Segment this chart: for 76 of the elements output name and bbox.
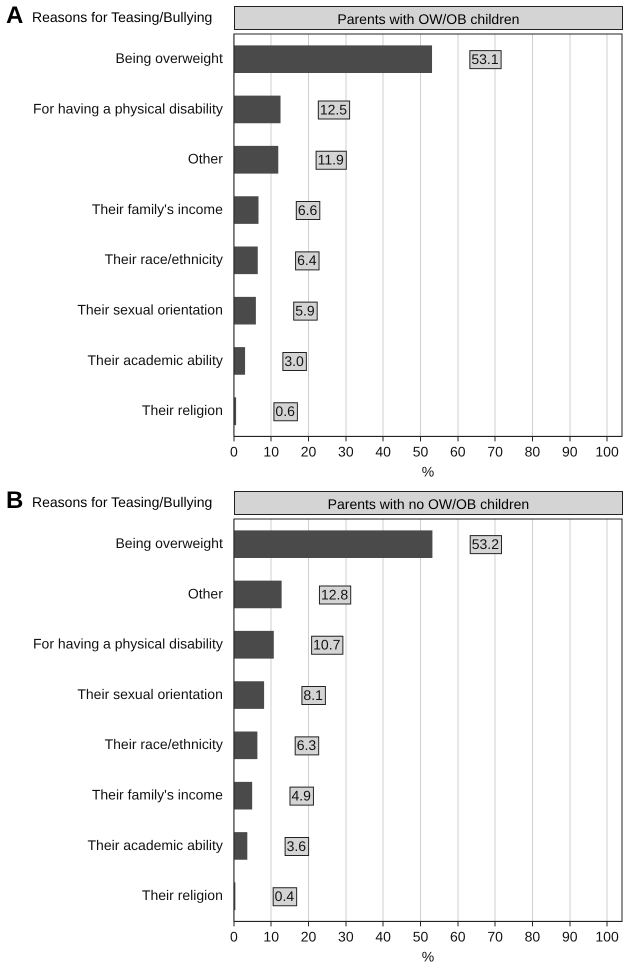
- x-tick-label: 20: [300, 928, 317, 945]
- data-label: 11.9: [318, 152, 344, 168]
- bar: [234, 96, 281, 124]
- data-label: 4.9: [291, 788, 312, 804]
- x-tick-label: 30: [338, 928, 354, 945]
- data-label: 12.5: [320, 101, 348, 118]
- x-tick-label: 70: [487, 928, 504, 945]
- y-tick-label: Their sexual orientation: [77, 302, 223, 318]
- bar: [234, 196, 258, 224]
- x-tick-label: 40: [375, 928, 392, 945]
- data-label: 5.9: [295, 302, 315, 319]
- data-label: 12.8: [320, 586, 348, 602]
- x-tick-label: 50: [412, 444, 428, 460]
- y-tick-label: For having a physical disability: [32, 636, 223, 652]
- x-tick-label: 10: [263, 444, 280, 460]
- bar: [234, 45, 432, 73]
- x-tick-label: 100: [595, 444, 619, 460]
- data-label: 53.1: [471, 51, 499, 68]
- bar: [234, 630, 274, 659]
- y-tick-label: Other: [188, 585, 224, 602]
- y-tick-label: Their academic ability: [87, 836, 223, 853]
- x-tick-label: 0: [230, 928, 238, 945]
- bar: [234, 782, 252, 810]
- x-tick-label: 0: [230, 444, 238, 460]
- chart-subtitle: Parents with no OW/OB children: [234, 491, 623, 515]
- y-tick-label: Their race/ethnicity: [104, 251, 223, 268]
- x-tick-label: 90: [562, 928, 578, 945]
- data-label: 10.7: [313, 636, 341, 653]
- data-label: 6.4: [297, 252, 317, 268]
- data-label: 0.6: [275, 403, 296, 420]
- data-label: 3.6: [286, 838, 306, 854]
- x-tick-label: 40: [375, 444, 392, 460]
- bar: [234, 347, 246, 375]
- y-tick-label: Their sexual orientation: [77, 686, 223, 702]
- data-label: 8.1: [303, 686, 324, 703]
- x-axis-title: %: [422, 948, 434, 964]
- data-label: 6.3: [296, 737, 316, 754]
- x-tick-label: 90: [562, 444, 578, 460]
- x-tick-label: 70: [487, 444, 504, 460]
- data-label: 3.0: [284, 352, 304, 369]
- bar: [234, 530, 432, 558]
- bar: [234, 732, 258, 760]
- y-axis-title: Reasons for Teasing/Bullying: [32, 9, 212, 25]
- x-tick-label: 100: [595, 928, 619, 945]
- text: A: [6, 2, 24, 30]
- x-tick-label: 80: [524, 928, 540, 945]
- y-axis-title: Reasons for Teasing/Bullying: [32, 494, 212, 510]
- bar: [234, 146, 278, 174]
- y-tick-label: Being overweight: [115, 50, 223, 66]
- bar: [234, 580, 282, 608]
- x-axis-title: %: [422, 463, 434, 480]
- text: B: [6, 487, 24, 515]
- x-tick-label: 30: [338, 444, 354, 460]
- y-tick-label: Their race/ethnicity: [104, 736, 223, 752]
- x-tick-label: 20: [300, 444, 317, 460]
- y-tick-label: Their academic ability: [87, 352, 223, 368]
- y-tick-label: Their family's income: [92, 200, 224, 217]
- y-tick-label: Other: [188, 150, 224, 167]
- x-tick-label: 10: [263, 928, 280, 945]
- y-tick-label: Their religion: [142, 402, 223, 418]
- bar: [234, 246, 258, 274]
- y-tick-label: Their family's income: [92, 786, 224, 803]
- y-tick-label: Their religion: [142, 887, 223, 904]
- data-label: 0.4: [274, 888, 294, 904]
- y-tick-label: Being overweight: [115, 535, 223, 552]
- x-tick-label: 60: [450, 928, 466, 945]
- bar: [234, 681, 264, 709]
- y-tick-label: For having a physical disability: [32, 100, 223, 116]
- bar: [234, 296, 256, 324]
- x-tick-label: 50: [412, 928, 428, 945]
- x-tick-label: 60: [450, 444, 466, 460]
- data-label: 53.2: [472, 536, 500, 552]
- bar: [234, 832, 248, 860]
- data-label: 6.6: [298, 202, 318, 218]
- x-tick-label: 80: [524, 444, 540, 460]
- chart-subtitle: Parents with OW/OB children: [234, 6, 623, 30]
